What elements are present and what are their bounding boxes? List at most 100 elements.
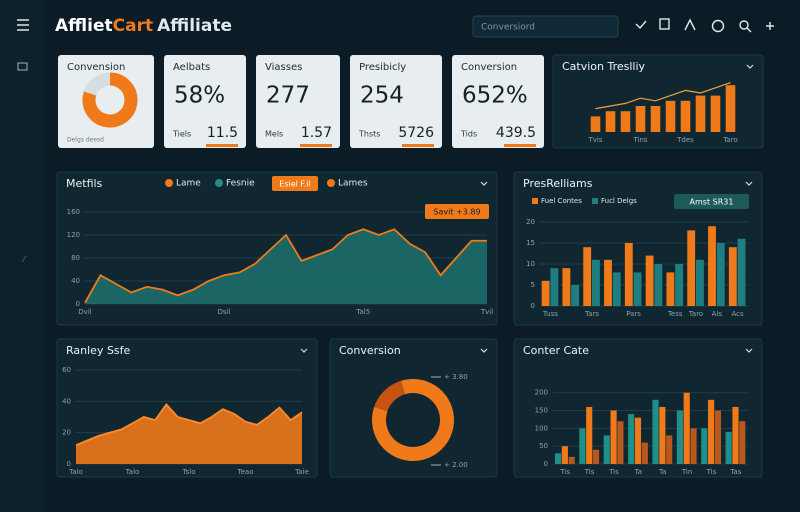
search-box[interactable] xyxy=(472,15,619,38)
panel-title: Catvion Treslliy xyxy=(562,60,646,73)
bar xyxy=(592,259,600,306)
panel-title: Conter Cate xyxy=(523,344,589,357)
y-tick-label: 80 xyxy=(71,254,80,262)
dropdown[interactable] xyxy=(300,348,308,353)
nav-mark xyxy=(21,255,27,263)
bar xyxy=(554,453,562,464)
bar xyxy=(571,285,580,306)
legend-label: Fuel Contes xyxy=(541,197,582,205)
legend-label: Fucl Delgs xyxy=(601,197,637,205)
area-line xyxy=(84,228,487,304)
bar xyxy=(701,428,708,464)
x-tick-label: Pars xyxy=(626,310,641,318)
menu-icon[interactable] xyxy=(17,19,29,31)
bar xyxy=(683,392,690,464)
bar xyxy=(641,442,648,464)
filter-button[interactable] xyxy=(272,176,318,191)
x-tick-label: Tars xyxy=(584,310,599,318)
bar xyxy=(714,410,721,464)
kpi-title: Conversion xyxy=(461,62,517,73)
bar xyxy=(586,406,593,464)
bar xyxy=(739,421,746,464)
y-tick-label: 160 xyxy=(67,208,80,216)
y-tick-label: 40 xyxy=(71,277,80,285)
donut-annotation: + 3.80 xyxy=(444,373,468,381)
kpi-foot-label: Thsts xyxy=(358,130,380,139)
icon-search[interactable] xyxy=(739,20,749,30)
icon-clock[interactable] xyxy=(711,19,725,33)
kpi-value: 254 xyxy=(360,83,404,109)
dropdown[interactable] xyxy=(480,348,488,353)
dropdown[interactable] xyxy=(745,348,753,353)
annotation-box xyxy=(425,204,489,219)
legend-swatch xyxy=(165,179,173,187)
x-tick-label: Taro xyxy=(722,136,737,144)
x-tick-label: Tis xyxy=(706,468,717,476)
bar xyxy=(675,264,684,306)
x-tick-label: Tin xyxy=(681,468,692,476)
x-tick-label: Teao xyxy=(237,468,254,476)
x-tick-label: Tess xyxy=(667,310,683,318)
bar xyxy=(650,106,661,132)
bar xyxy=(659,406,666,464)
bar xyxy=(568,456,575,464)
bar xyxy=(635,106,646,132)
bar xyxy=(592,449,600,464)
bar xyxy=(665,100,676,132)
bar xyxy=(728,247,737,306)
bar xyxy=(666,435,673,464)
bar xyxy=(737,238,746,306)
icon-add[interactable] xyxy=(766,22,774,30)
bar xyxy=(680,100,691,132)
dropdown[interactable] xyxy=(480,181,488,186)
panel xyxy=(552,54,764,149)
donut-segment xyxy=(372,379,454,461)
filter-button[interactable] xyxy=(674,194,749,209)
bar xyxy=(652,399,659,464)
icon-doc[interactable] xyxy=(659,18,670,30)
dropdown[interactable] xyxy=(745,181,753,186)
bar xyxy=(695,95,706,132)
kpi-foot-value: 11.5 xyxy=(207,125,238,141)
panel xyxy=(513,338,763,478)
x-tick-label: Talo xyxy=(125,468,140,476)
y-tick-label: 0 xyxy=(544,460,548,468)
y-tick-label: 100 xyxy=(535,424,548,432)
bar xyxy=(541,280,550,306)
bar xyxy=(583,247,592,306)
bar xyxy=(732,406,739,464)
bar xyxy=(617,421,624,464)
panel-title: PresRelliams xyxy=(523,177,593,190)
search-placeholder: Conversiord xyxy=(481,23,535,33)
panel-title: Conversion xyxy=(339,344,401,357)
kpi-foot-value: 439.5 xyxy=(496,125,536,141)
x-tick-label: Tal5 xyxy=(355,308,370,316)
dropdown[interactable] xyxy=(746,64,754,69)
x-tick-label: Taro xyxy=(688,310,703,318)
bar xyxy=(633,272,642,306)
x-tick-label: Acs xyxy=(732,310,745,318)
y-tick-label: 15 xyxy=(526,239,535,247)
icon-chart[interactable] xyxy=(684,18,696,31)
bar xyxy=(612,272,621,306)
bar xyxy=(725,85,736,132)
legend-swatch xyxy=(327,179,335,187)
donut-segment xyxy=(374,380,406,412)
bar xyxy=(645,255,654,306)
nav-icon[interactable] xyxy=(17,62,28,71)
kpi-foot-label: Mels xyxy=(265,130,283,139)
x-tick-label: Tins xyxy=(632,136,647,144)
kpi-underline xyxy=(206,144,238,147)
y-tick-label: 120 xyxy=(67,231,80,239)
bar xyxy=(620,111,631,132)
x-tick-label: Tuss xyxy=(542,310,558,318)
bar xyxy=(590,116,601,132)
kpi-foot-value: 5726 xyxy=(398,125,434,141)
icon-check[interactable] xyxy=(635,20,647,30)
kpi-underline xyxy=(504,144,536,147)
kpi-foot-label: Tiels xyxy=(172,130,191,139)
panel-title: Ranley Ssfe xyxy=(66,344,131,357)
app-title: AfflietCart Affiliate xyxy=(55,16,232,36)
kpi-value: 652% xyxy=(462,83,528,109)
